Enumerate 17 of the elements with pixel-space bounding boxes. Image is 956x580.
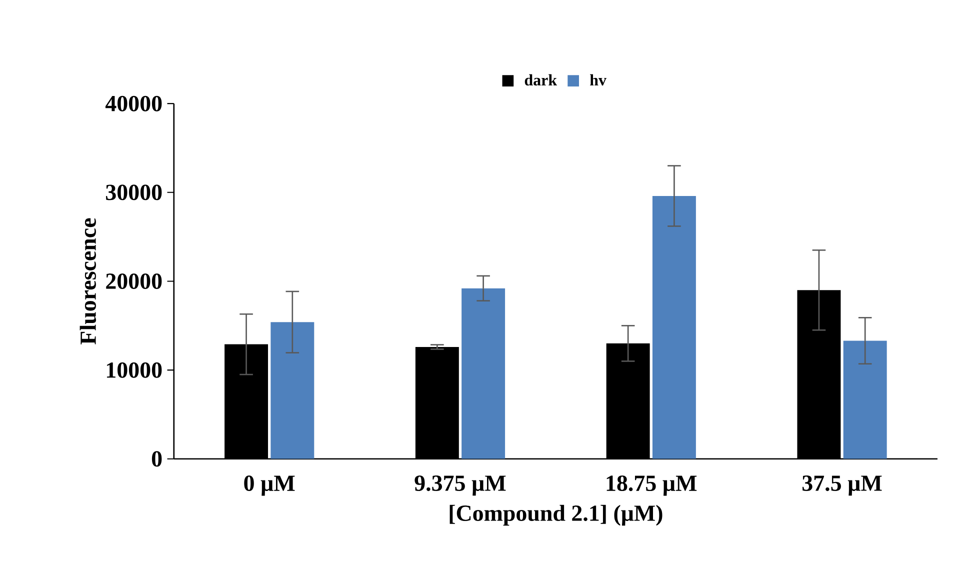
bar (652, 196, 696, 459)
y-tick-label: 10000 (106, 362, 162, 378)
bar (843, 340, 887, 459)
x-tick-label: 37.5 µM (802, 476, 882, 496)
x-tick-label: 18.75 µM (606, 476, 697, 496)
y-tick-label: 30000 (106, 184, 162, 200)
y-axis-title: Fluorescence (80, 218, 96, 344)
y-tick-label: 40000 (105, 96, 162, 112)
y-tick-label: 20000 (106, 274, 162, 290)
x-tick-label: 0 µM (244, 476, 295, 496)
bar (270, 322, 314, 459)
bar (462, 288, 506, 459)
x-axis-title: [Compound 2.1] (μM) (450, 504, 662, 526)
legend-label: dark (524, 74, 557, 86)
x-tick-label: 9.375 µM (414, 476, 506, 496)
y-tick-label: 0 (152, 451, 162, 467)
legend-label: hv (590, 74, 606, 86)
